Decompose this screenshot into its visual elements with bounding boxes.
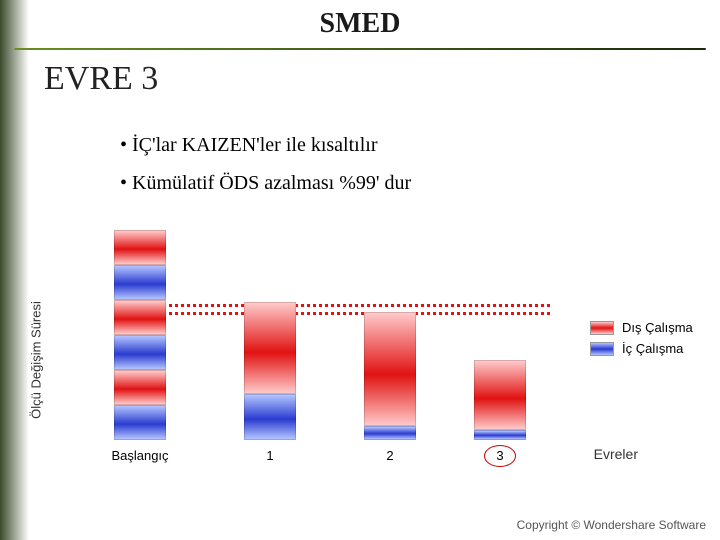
header-divider [14, 48, 706, 50]
bullet-item: İÇ'lar KAIZEN'ler ile kısaltılır [120, 126, 720, 164]
chart-container: Ölçü Değişim Süresi Başlangıç123 Evreler [42, 240, 602, 480]
chart-bar-segment-dis [114, 370, 166, 405]
chart-reference-line [120, 304, 550, 307]
chart-bar-segment-ic [244, 394, 296, 440]
chart-bar-segment-ic [474, 430, 526, 440]
chart-legend: Dış Çalışma İç Çalışma [590, 320, 693, 362]
chart-bar [474, 360, 526, 440]
chart-bar [364, 312, 416, 440]
chart-bar-segment-ic [364, 426, 416, 440]
legend-label: Dış Çalışma [622, 320, 693, 335]
page-main-title: SMED [0, 0, 720, 40]
legend-item: Dış Çalışma [590, 320, 693, 335]
chart-bar [114, 230, 166, 440]
chart-bar-segment-dis [364, 312, 416, 426]
bullet-item: Kümülatif ÖDS azalması %99' dur [120, 164, 720, 202]
chart-bar-segment-dis [244, 302, 296, 394]
x-axis-tick-label: 1 [266, 448, 273, 463]
x-axis-title: Evreler [594, 446, 638, 462]
y-axis-label: Ölçü Değişim Süresi [29, 301, 44, 419]
legend-swatch [590, 342, 614, 356]
chart-bar-segment-dis [114, 230, 166, 265]
legend-label: İç Çalışma [622, 341, 683, 356]
chart-bar-segment-dis [474, 360, 526, 430]
copyright-text: Copyright © Wondershare Software [517, 518, 706, 532]
chart-bar-segment-ic [114, 335, 166, 370]
bullet-list: İÇ'lar KAIZEN'ler ile kısaltılır Kümülat… [120, 126, 720, 202]
legend-swatch [590, 321, 614, 335]
chart-plot [70, 240, 560, 440]
page-subtitle: EVRE 3 [44, 60, 720, 98]
chart-reference-line [120, 312, 550, 315]
chart-bar-segment-ic [114, 265, 166, 300]
stage-highlight-circle [484, 445, 516, 467]
chart-bar [244, 302, 296, 440]
chart-bar-segment-ic [114, 405, 166, 440]
chart-bar-segment-dis [114, 300, 166, 335]
x-axis-tick-label: Başlangıç [111, 448, 168, 463]
x-axis-tick-label: 2 [386, 448, 393, 463]
x-axis-labels: Başlangıç123 [70, 446, 560, 476]
legend-item: İç Çalışma [590, 341, 693, 356]
